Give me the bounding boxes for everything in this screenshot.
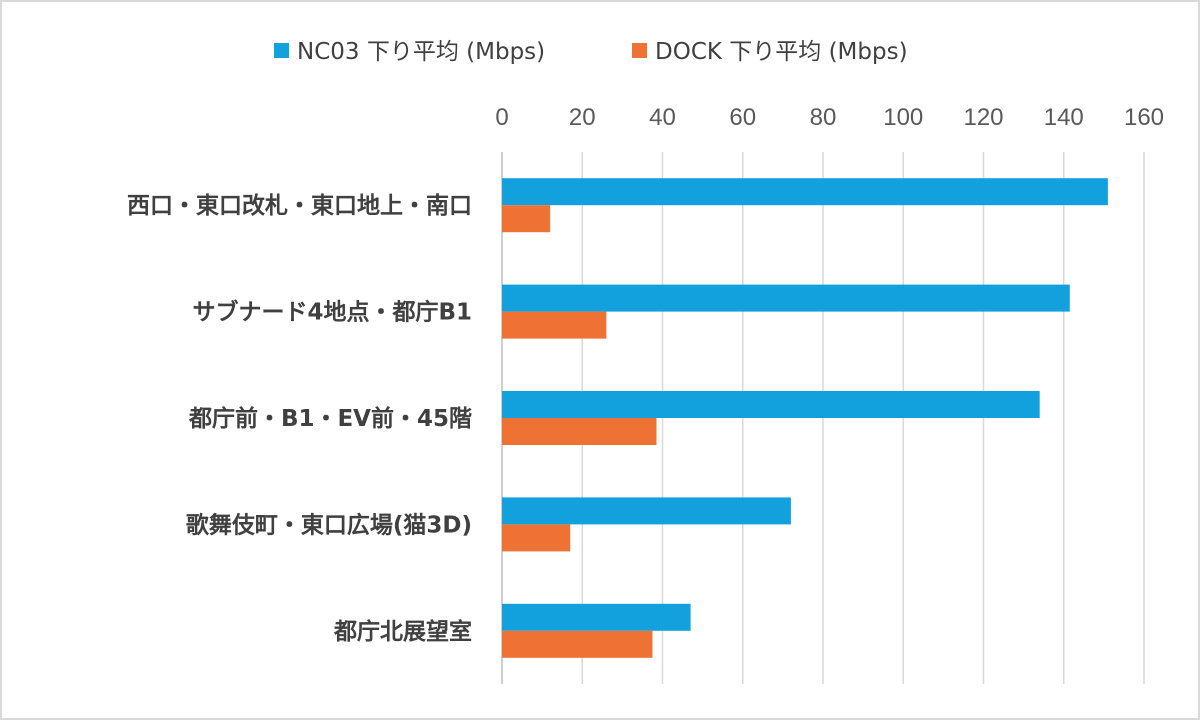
bar-nc03-0 xyxy=(502,178,1108,206)
bar-nc03-3 xyxy=(502,497,791,525)
legend-swatch-nc03 xyxy=(274,43,289,58)
x-tick-label-20: 20 xyxy=(569,104,596,131)
bar-dock-2 xyxy=(502,418,657,445)
bar-nc03-2 xyxy=(502,391,1040,418)
x-tick-label-160: 160 xyxy=(1124,104,1164,131)
x-tick-label-100: 100 xyxy=(883,104,923,131)
legend-label-dock: DOCK 下り平均 (Mbps) xyxy=(655,39,908,65)
bar-dock-3 xyxy=(502,524,571,552)
x-tick-label-140: 140 xyxy=(1044,104,1084,131)
bar-dock-0 xyxy=(502,205,551,233)
bar-nc03-4 xyxy=(502,603,691,631)
x-tick-label-60: 60 xyxy=(729,104,756,131)
category-label-3: 歌舞伎町・東口広場(猫3D) xyxy=(186,511,472,538)
x-tick-label-40: 40 xyxy=(649,104,676,131)
legend: NC03 下り平均 (Mbps) DOCK 下り平均 (Mbps) xyxy=(274,39,908,65)
bars xyxy=(502,178,1108,658)
bar-nc03-1 xyxy=(502,284,1070,312)
bar-dock-1 xyxy=(502,311,607,339)
x-tick-label-120: 120 xyxy=(963,104,1003,131)
category-label-0: 西口・東口改札・東口地上・南口 xyxy=(127,193,472,219)
bar-dock-4 xyxy=(502,630,653,658)
category-label-2: 都庁前・B1・EV前・45階 xyxy=(188,405,472,432)
legend-label-nc03: NC03 下り平均 (Mbps) xyxy=(297,39,545,65)
category-label-4: 都庁北展望室 xyxy=(333,618,472,645)
x-tick-label-80: 80 xyxy=(810,104,837,131)
x-tick-label-0: 0 xyxy=(495,104,508,131)
legend-swatch-dock xyxy=(632,43,647,58)
x-axis-ticks: 0 20 40 60 80 100 120 140 160 xyxy=(495,104,1164,131)
category-label-1: サブナード4地点・都庁B1 xyxy=(192,299,472,326)
